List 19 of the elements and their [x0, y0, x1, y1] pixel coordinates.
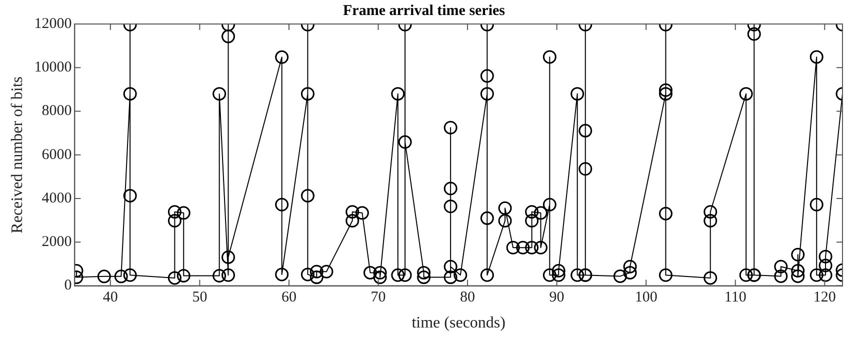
x-tick-label: 40	[102, 290, 118, 306]
x-tick-label: 50	[192, 290, 208, 306]
y-tick-label: 6000	[42, 146, 72, 163]
chart-title: Frame arrival time series	[342, 2, 506, 19]
y-tick-label: 2000	[42, 234, 72, 250]
y-tick-label: 12000	[34, 16, 72, 32]
x-tick-label: 100	[634, 290, 658, 306]
x-tick-label: 90	[549, 290, 564, 306]
x-tick-label: 120	[813, 290, 836, 306]
x-tick-label: 60	[281, 290, 296, 306]
y-tick-label: 8000	[42, 103, 72, 120]
y-tick-label: 10000	[34, 60, 72, 76]
y-axis-title: Received number of bits	[8, 76, 26, 234]
x-tick-label: 80	[460, 290, 476, 306]
x-tick-label: 70	[370, 290, 386, 306]
y-tick-label: 4000	[42, 190, 72, 206]
x-axis-title: time (seconds)	[412, 314, 506, 332]
y-tick-label: 0	[64, 278, 72, 294]
x-tick-label: 110	[724, 290, 746, 306]
